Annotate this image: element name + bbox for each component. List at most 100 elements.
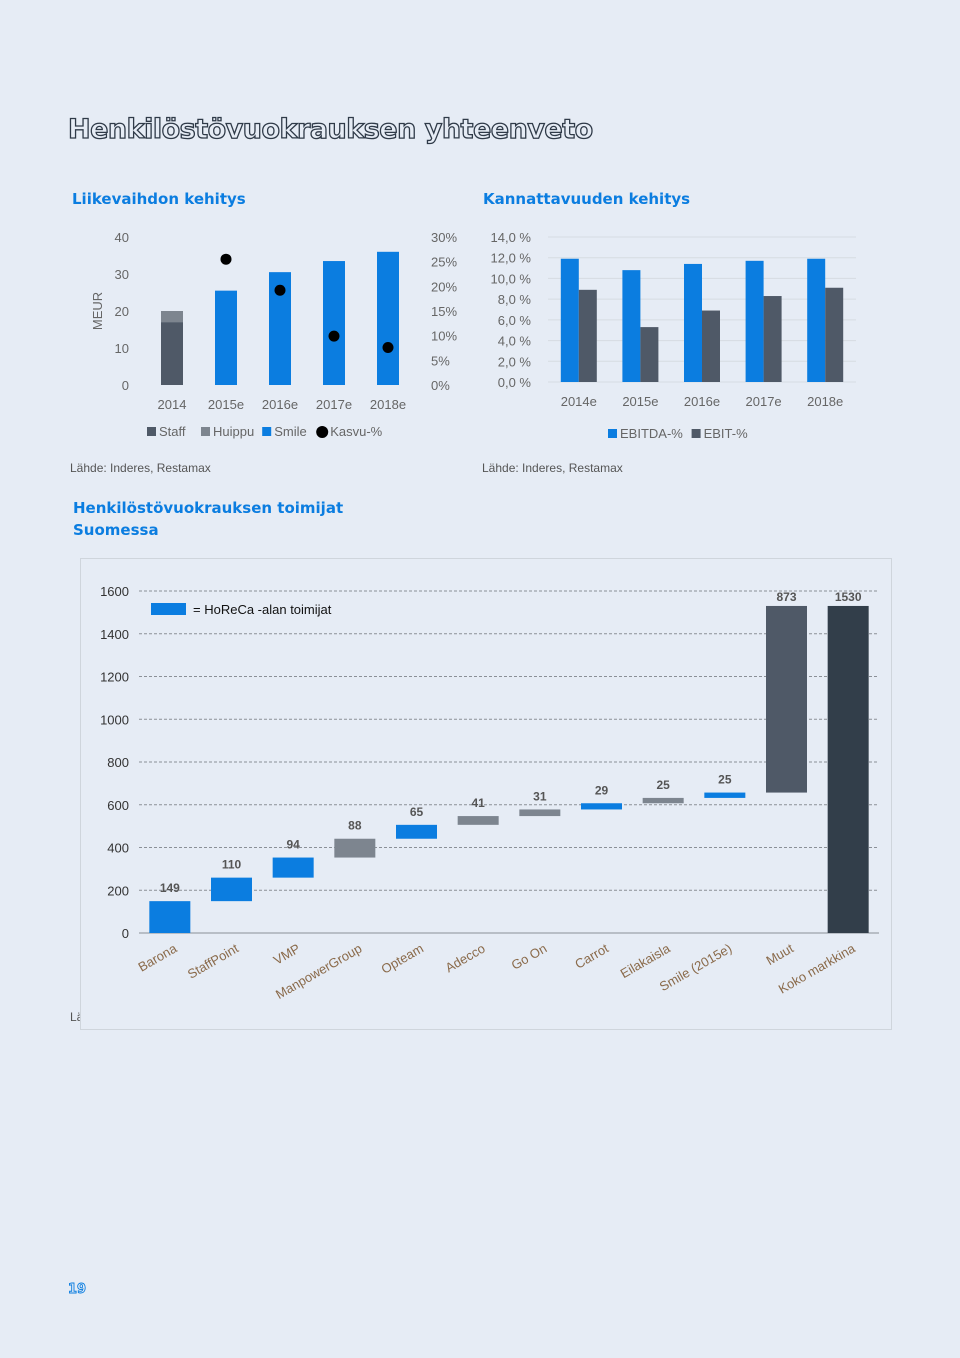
y-tick-label: 4,0 % [498, 334, 532, 349]
y-tick-label: 200 [107, 883, 129, 898]
x-tick-label: 2018e [370, 397, 406, 412]
x-tick-label: 2015e [208, 397, 244, 412]
growth-dot-2018e [382, 342, 394, 354]
y-tick-label: 1400 [100, 627, 129, 642]
y-tick-label: 20 [115, 304, 129, 319]
bar-smile-2015e [215, 290, 237, 385]
page-title: Henkilöstövuokrauksen yhteenveto [67, 113, 593, 145]
revenue-chart-title: Liikevaihdon kehitys [72, 190, 246, 208]
legend-marker-ebitda [608, 429, 617, 438]
waterfall-bar-eilakaisla [642, 797, 684, 804]
legend-marker-ebit [691, 429, 701, 438]
waterfall-bar-koko-markkina [827, 605, 869, 933]
growth-dot-2017e [328, 330, 340, 342]
bar-smile-2017e [323, 261, 345, 385]
y-tick-label: 0,0 % [498, 375, 532, 390]
players-title: Henkilöstövuokrauksen toimijat Suomessa [73, 497, 343, 541]
bar-smile-2018e [377, 251, 399, 385]
profitability-chart: 0,0 % 2,0 % 4,0 % 6,0 % 8,0 % 10,0 % 12,0 % 14,… [491, 230, 856, 441]
bar-ebitda-2014e [560, 258, 579, 382]
x-tick-label-eilakaisla: Eilakaisla [618, 940, 674, 981]
y-tick-label: 1200 [100, 670, 129, 685]
value-label-carrot: 29 [595, 783, 609, 797]
players-title-line1: Henkilöstövuokrauksen toimijat [73, 499, 344, 517]
x-tick-label: 2016e [684, 394, 720, 409]
value-label-staffpoint: 110 [222, 858, 242, 872]
x-tick-label: 2018e [807, 394, 843, 409]
y2-tick-label: 25% [431, 255, 457, 270]
waterfall-bar-carrot [581, 803, 622, 810]
y2-tick-label: 15% [431, 304, 457, 319]
waterfall-bar-manpowergroup [334, 838, 376, 858]
legend-horeca-swatch [151, 603, 186, 615]
waterfall-bar-smile-2015e [704, 792, 746, 798]
x-tick-label: 2016e [262, 397, 298, 412]
value-label-eilakaisla: 25 [656, 778, 670, 792]
bar-ebitda-2017e [745, 260, 764, 382]
waterfall-bar-vmp [272, 857, 314, 878]
y-axis-label: MEUR [90, 292, 105, 330]
x-tick-label-staffpoint: StaffPoint [185, 940, 241, 981]
profitability-chart-title: Kannattavuuden kehitys [483, 190, 691, 208]
waterfall-bar-adecco [457, 816, 499, 825]
y-tick-label: 600 [107, 798, 129, 813]
y-tick-label: 800 [107, 755, 129, 770]
y-tick-label: 10 [115, 341, 129, 356]
y-tick-label: 6,0 % [498, 313, 532, 328]
value-label-barona: 149 [160, 881, 180, 895]
x-tick-label-opteam: Opteam [378, 941, 426, 977]
bar-ebitda-2015e [622, 270, 641, 382]
y-tick-label: 400 [107, 841, 129, 856]
x-tick-label: 2014 [158, 397, 187, 412]
x-tick-label: 2015e [622, 394, 658, 409]
bar-staff-2014 [161, 322, 183, 385]
legend-label-ebitda: EBITDA-% [620, 426, 683, 441]
x-tick-label: 2017e [316, 397, 352, 412]
y-tick-label: 0 [122, 378, 129, 393]
waterfall-bar-go-on [519, 809, 561, 817]
revenue-source: Lähde: Inderes, Restamax [70, 461, 211, 475]
bar-ebit-2016e [702, 310, 720, 382]
revenue-chart: MEUR 0 10 20 30 40 0% 5% 10% 15% 20% 25% 30% 2014 2015… [90, 230, 457, 439]
players-waterfall-chart: 0 200 400 600 800 1000 1200 1400 1600 149 Barona 11… [100, 584, 879, 1002]
bar-ebit-2014e [578, 289, 597, 382]
legend-label-staff: Staff [159, 424, 186, 439]
value-label-opteam: 65 [410, 805, 424, 819]
bar-smile-2016e [269, 272, 291, 385]
value-label-vmp: 94 [286, 838, 300, 852]
legend-label-ebit: EBIT-% [704, 426, 749, 441]
bar-ebit-2017e [763, 296, 782, 382]
x-tick-label-carrot: Carrot [572, 940, 611, 971]
y-tick-label: 2,0 % [498, 354, 532, 369]
y2-tick-label: 30% [431, 230, 457, 245]
growth-dot-2016e [274, 284, 286, 296]
x-tick-label-muut: Muut [763, 940, 796, 968]
legend-label-smile: Smile [274, 424, 307, 439]
legend-horeca-label: = HoReCa -alan toimijat [193, 602, 332, 617]
x-tick-label-adecco: Adecco [443, 941, 488, 976]
growth-dot-2015e [220, 253, 232, 265]
x-tick-label: 2014e [561, 394, 597, 409]
value-label-go-on: 31 [533, 789, 547, 803]
profitability-source: Lähde: Inderes, Restamax [482, 461, 623, 475]
legend-marker-kasvu [316, 426, 329, 438]
bar-ebitda-2016e [684, 263, 702, 382]
bar-ebitda-2018e [807, 258, 826, 382]
players-chart-panel: 0 200 400 600 800 1000 1200 1400 1600 149 Barona 11… [80, 558, 892, 1030]
value-label-koko-markkina: 1530 [835, 590, 862, 604]
y-tick-label: 0 [122, 926, 129, 941]
x-tick-label: 2017e [746, 394, 782, 409]
x-tick-label-barona: Barona [136, 940, 180, 974]
page-number: 19 [68, 1282, 87, 1298]
waterfall-bar-opteam [396, 824, 437, 839]
value-label-adecco: 41 [471, 796, 485, 810]
y-tick-label: 8,0 % [498, 292, 532, 307]
y-tick-label: 30 [115, 267, 129, 282]
legend-marker-smile [262, 427, 272, 436]
y-tick-label: 1000 [100, 712, 129, 727]
y-tick-label: 1600 [100, 584, 129, 599]
x-tick-label-vmp: VMP [271, 941, 303, 968]
legend-label-kasvu: Kasvu-% [330, 424, 382, 439]
y2-tick-label: 5% [431, 353, 450, 368]
waterfall-bar-staffpoint [211, 877, 252, 902]
